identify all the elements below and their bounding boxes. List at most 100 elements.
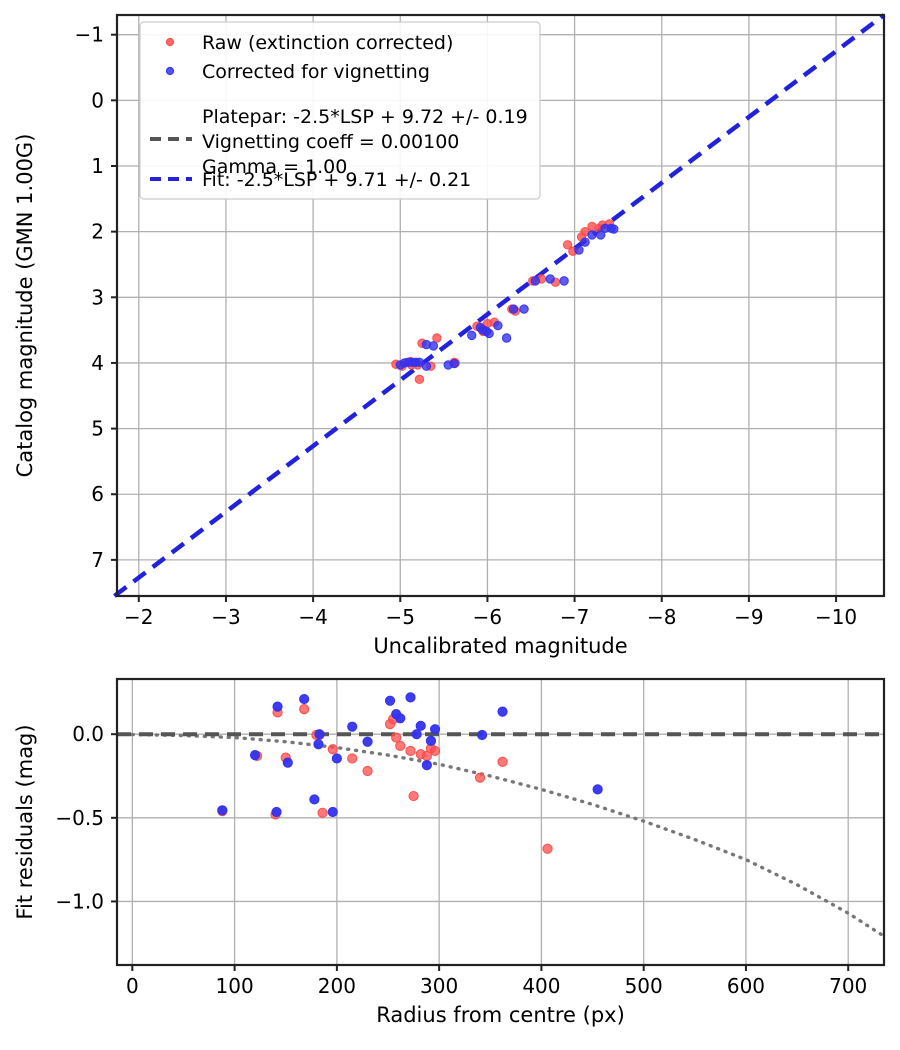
data-point — [299, 693, 310, 705]
data-point — [271, 806, 282, 818]
data-point — [428, 341, 439, 351]
legend-box: Raw (extinction corrected) Corrected for … — [139, 21, 541, 200]
data-point — [414, 374, 425, 385]
data-point — [217, 805, 228, 816]
legend-label-platepar-line: Gamma = 1.00 — [202, 156, 347, 178]
data-point — [545, 274, 555, 284]
xtick-label-bottom: 100 — [216, 974, 254, 998]
data-point — [395, 713, 406, 724]
yaxis-label-bottom: Fit residuals (mag) — [13, 724, 37, 919]
xtick-label-top: −6 — [473, 605, 502, 629]
data-point — [519, 304, 529, 314]
legend-frame — [139, 21, 541, 200]
bottom-axes-residuals: 0 100 200 300 400 500 600 700 0.0 −0.5 −1.0 Radius … — [55, 677, 886, 1027]
data-point — [411, 729, 422, 740]
xtick-label-bottom: 0 — [126, 974, 139, 998]
data-point — [327, 744, 338, 755]
vignetting-curve — [130, 732, 884, 937]
legend-label-corrected: Corrected for vignetting — [202, 61, 430, 83]
series-corrected-points-top — [395, 223, 619, 371]
xtick-label-top: −7 — [560, 605, 589, 629]
legend-marker-corrected — [165, 66, 175, 76]
xaxis-label-bottom: Radius from centre (px) — [376, 1003, 625, 1027]
data-point — [415, 720, 426, 731]
data-point — [272, 701, 283, 712]
ytick-label-bottom: −1.0 — [55, 889, 104, 913]
xtick-label-top: −5 — [386, 605, 415, 629]
ytick-label-top: 2 — [91, 220, 104, 244]
data-point — [249, 749, 261, 761]
data-point — [405, 692, 416, 703]
data-point — [484, 328, 494, 339]
ytick-label-top: 0 — [91, 88, 104, 112]
data-point — [497, 706, 508, 717]
ytick-label-top: −1 — [75, 23, 104, 47]
yaxis-label-top: Catalog magnitude (GMN 1.00G) — [13, 134, 37, 478]
data-point — [508, 304, 519, 314]
data-point — [384, 695, 396, 706]
xtick-label-top: −8 — [647, 605, 676, 629]
xtick-label-bottom: 500 — [625, 974, 663, 998]
data-point — [408, 790, 419, 802]
data-point — [395, 740, 406, 752]
data-point — [309, 794, 320, 805]
data-point — [497, 756, 508, 767]
ytick-label-top: 7 — [91, 548, 104, 572]
xtick-label-top: −3 — [211, 605, 240, 629]
xtick-label-bottom: 700 — [829, 974, 867, 998]
data-point — [429, 724, 441, 735]
data-point — [391, 732, 402, 743]
top-plot-frame — [115, 13, 886, 598]
bottom-gridlines — [117, 679, 884, 965]
xtick-label-top: −4 — [298, 605, 327, 629]
data-point — [501, 333, 512, 343]
data-point — [327, 806, 338, 818]
data-point — [449, 358, 460, 369]
data-point — [562, 240, 573, 250]
ytick-label-top: 4 — [91, 351, 104, 375]
xtick-label-top: −2 — [124, 605, 153, 629]
data-point — [542, 843, 553, 854]
data-point — [467, 330, 477, 341]
data-point — [405, 745, 416, 757]
data-point — [414, 357, 425, 367]
data-point — [421, 361, 432, 371]
ytick-label-top: 1 — [91, 154, 104, 178]
ytick-label-bottom: −0.5 — [55, 806, 104, 830]
fit-line-top — [113, 13, 886, 598]
data-point — [429, 745, 441, 757]
data-point — [596, 230, 606, 240]
xtick-label-bottom: 300 — [420, 974, 458, 998]
legend-label-fit: Fit: -2.5*LSP + 9.71 +/- 0.21 — [202, 169, 471, 191]
ytick-label-top: 3 — [91, 285, 104, 309]
legend-label-platepar-line: Vignetting coeff = 0.00100 — [202, 131, 459, 153]
data-point — [476, 729, 488, 741]
data-point — [314, 729, 325, 740]
xtick-label-top: −9 — [734, 605, 763, 629]
legend-label-raw: Raw (extinction corrected) — [202, 32, 453, 54]
data-point — [313, 739, 324, 750]
data-point — [432, 333, 442, 343]
xtick-label-bottom: 400 — [522, 974, 560, 998]
data-point — [425, 735, 437, 746]
xtick-label-bottom: 200 — [318, 974, 356, 998]
data-point — [493, 320, 503, 331]
data-point — [347, 753, 358, 764]
data-point — [317, 807, 328, 818]
data-point — [282, 757, 293, 768]
data-point — [362, 736, 373, 747]
bottom-plot-frame — [115, 677, 886, 967]
legend-marker-raw — [165, 37, 175, 47]
bottom-plot-background — [117, 679, 884, 965]
data-point — [574, 245, 584, 255]
data-point — [347, 721, 358, 732]
xaxis-label-top: Uncalibrated magnitude — [373, 634, 627, 658]
xtick-label-bottom: 600 — [727, 974, 765, 998]
data-point — [530, 276, 541, 286]
xtick-label-top: −10 — [815, 605, 857, 629]
data-point — [587, 230, 597, 240]
data-point — [474, 772, 486, 783]
data-point — [592, 784, 603, 795]
